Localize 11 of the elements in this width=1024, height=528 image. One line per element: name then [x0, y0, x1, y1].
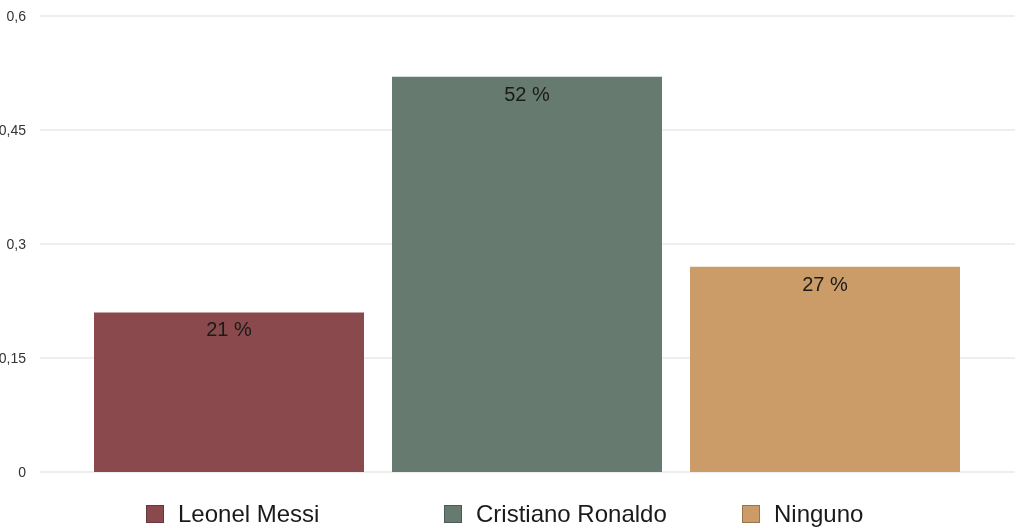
legend-label: Ninguno: [774, 500, 864, 527]
y-tick-label: 0: [18, 463, 27, 480]
legend-label: Cristiano Ronaldo: [476, 500, 667, 527]
y-tick-label: 0,45: [0, 121, 27, 138]
y-tick-label: 0,3: [6, 235, 27, 252]
data-label: 27 %: [802, 272, 849, 295]
y-tick-label: 0,6: [6, 7, 27, 24]
y-tick-label: 0,15: [0, 349, 27, 366]
data-label: 52 %: [504, 82, 551, 105]
data-label: 21 %: [206, 318, 253, 341]
legend-label: Leonel Messi: [178, 500, 320, 527]
